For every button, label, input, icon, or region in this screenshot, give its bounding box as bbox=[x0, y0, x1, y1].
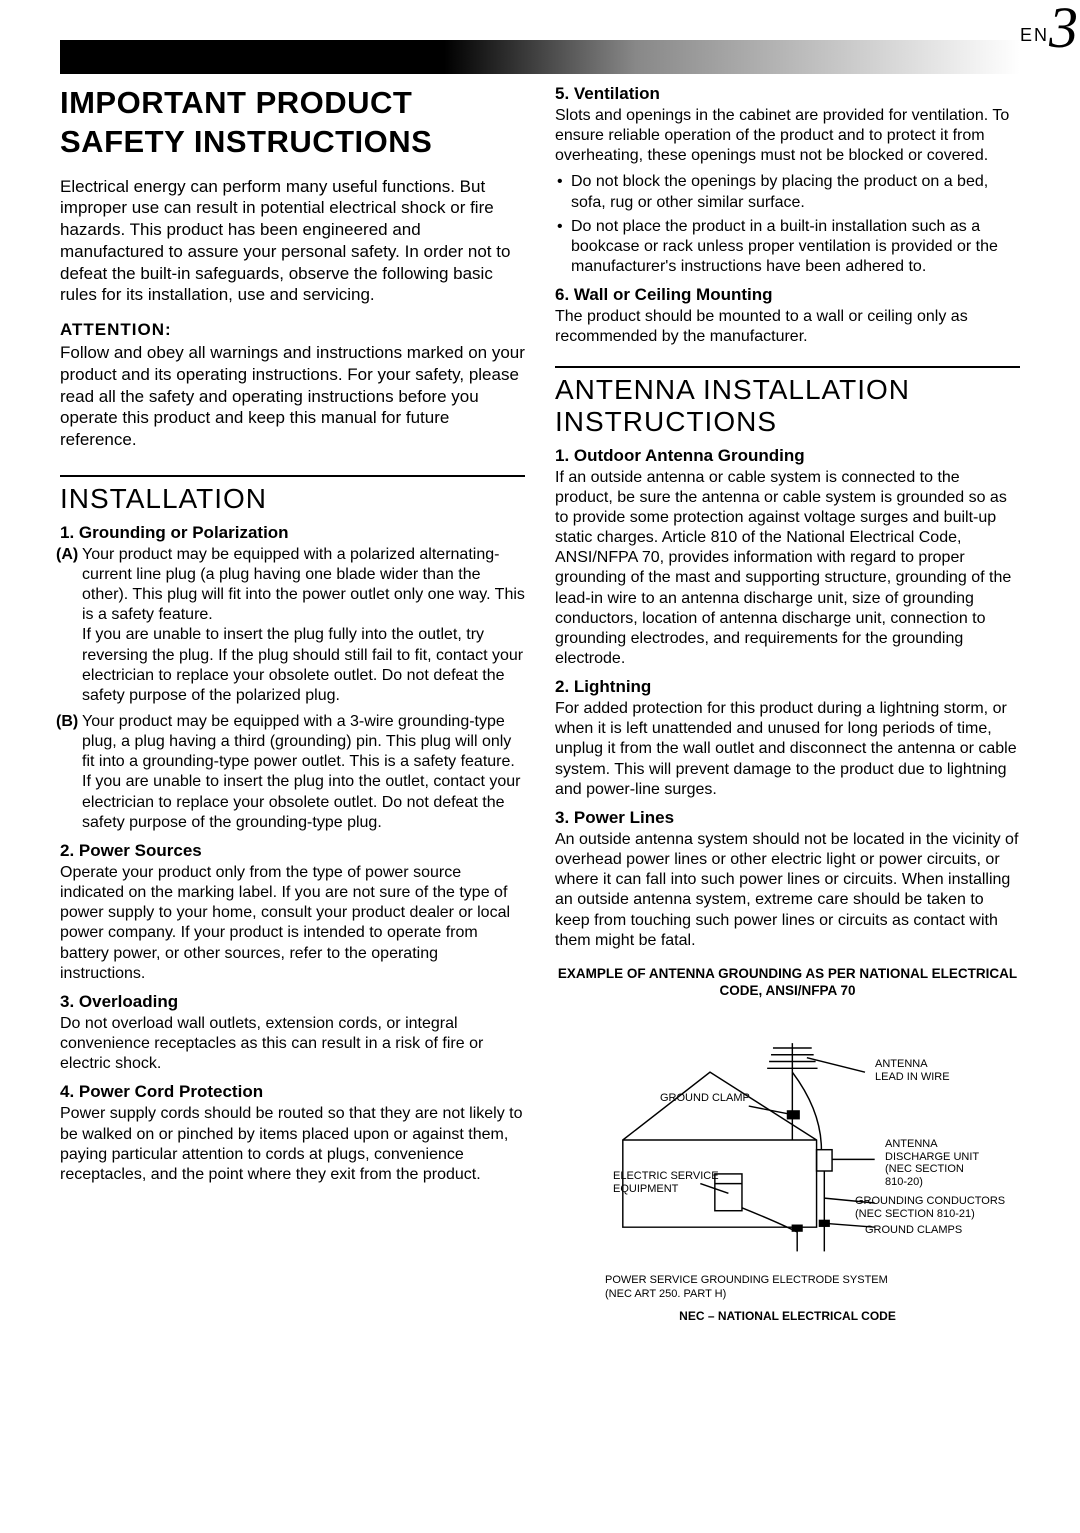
installation-heading: INSTALLATION bbox=[60, 483, 525, 515]
attention-heading: ATTENTION: bbox=[60, 320, 525, 340]
label-lead-in: ANTENNA LEAD IN WIRE bbox=[875, 1058, 950, 1083]
item-5-heading: 5. Ventilation bbox=[555, 84, 1020, 104]
antenna-2-body: For added protection for this product du… bbox=[555, 699, 1020, 800]
item-5-bullets: Do not block the openings by placing the… bbox=[571, 172, 1020, 277]
label-grounding-conductors: GROUNDING CONDUCTORS (NEC SECTION 810-21… bbox=[855, 1195, 1005, 1220]
antenna-1-heading: 1. Outdoor Antenna Grounding bbox=[555, 446, 1020, 466]
section-rule bbox=[60, 475, 525, 477]
diagram-graphic: ANTENNA LEAD IN WIRE GROUND CLAMP ANTENN… bbox=[555, 1010, 1020, 1270]
diagram-title: EXAMPLE OF ANTENNA GROUNDING AS PER NATI… bbox=[555, 965, 1020, 1000]
item-6-body: The product should be mounted to a wall … bbox=[555, 307, 1020, 347]
label-electric-service: ELECTRIC SERVICE EQUIPMENT bbox=[613, 1170, 719, 1195]
item-1a-p2: If you are unable to insert the plug ful… bbox=[82, 626, 523, 703]
right-column: 5. Ventilation Slots and openings in the… bbox=[555, 84, 1020, 1323]
item-4-heading: 4. Power Cord Protection bbox=[60, 1082, 525, 1102]
item-5-bullet-2: Do not place the product in a built-in i… bbox=[571, 217, 1020, 277]
page-number: EN3 bbox=[1020, 0, 1080, 61]
item-5-body: Slots and openings in the cabinet are pr… bbox=[555, 106, 1020, 166]
page-digit: 3 bbox=[1049, 0, 1080, 60]
item-1a-letter: (A) bbox=[56, 545, 78, 565]
item-3-heading: 3. Overloading bbox=[60, 992, 525, 1012]
label-ground-clamp: GROUND CLAMP bbox=[660, 1092, 750, 1105]
antenna-2-heading: 2. Lightning bbox=[555, 677, 1020, 697]
antenna-1-body: If an outside antenna or cable system is… bbox=[555, 468, 1020, 670]
left-column: IMPORTANT PRODUCT SAFETY INSTRUCTIONS El… bbox=[60, 84, 525, 1323]
content-columns: IMPORTANT PRODUCT SAFETY INSTRUCTIONS El… bbox=[60, 84, 1020, 1323]
antenna-diagram: EXAMPLE OF ANTENNA GROUNDING AS PER NATI… bbox=[555, 965, 1020, 1324]
header-bar bbox=[60, 40, 1020, 74]
item-3-body: Do not overload wall outlets, extension … bbox=[60, 1014, 525, 1074]
label-ground-clamps: GROUND CLAMPS bbox=[865, 1224, 962, 1237]
item-6-heading: 6. Wall or Ceiling Mounting bbox=[555, 285, 1020, 305]
lang-code: EN bbox=[1020, 25, 1049, 45]
item-5-bullet-1: Do not block the openings by placing the… bbox=[571, 172, 1020, 212]
antenna-3-heading: 3. Power Lines bbox=[555, 808, 1020, 828]
antenna-3-body: An outside antenna system should not be … bbox=[555, 830, 1020, 951]
item-1-sublist: (A) Your product may be equipped with a … bbox=[82, 545, 525, 833]
diagram-footer: NEC – NATIONAL ELECTRICAL CODE bbox=[555, 1309, 1020, 1323]
item-1b-letter: (B) bbox=[56, 712, 78, 732]
section-rule-2 bbox=[555, 366, 1020, 368]
item-2-body: Operate your product only from the type … bbox=[60, 863, 525, 984]
main-title: IMPORTANT PRODUCT SAFETY INSTRUCTIONS bbox=[60, 84, 525, 162]
label-discharge-unit: ANTENNA DISCHARGE UNIT (NEC SECTION 810-… bbox=[885, 1138, 979, 1189]
item-1-heading: 1. Grounding or Polarization bbox=[60, 523, 525, 543]
item-1a: (A) Your product may be equipped with a … bbox=[82, 545, 525, 706]
intro-text: Electrical energy can perform many usefu… bbox=[60, 176, 525, 307]
item-1b-p2: If you are unable to insert the plug int… bbox=[82, 773, 521, 830]
item-4-body: Power supply cords should be routed so t… bbox=[60, 1104, 525, 1185]
item-2-heading: 2. Power Sources bbox=[60, 841, 525, 861]
antenna-heading: ANTENNA INSTALLATION INSTRUCTIONS bbox=[555, 374, 1020, 438]
attention-body: Follow and obey all warnings and instruc… bbox=[60, 342, 525, 451]
diagram-caption: POWER SERVICE GROUNDING ELECTRODE SYSTEM… bbox=[605, 1274, 1020, 1302]
item-1a-p1: Your product may be equipped with a pola… bbox=[82, 546, 525, 623]
item-1b-p1: Your product may be equipped with a 3-wi… bbox=[82, 713, 515, 770]
item-1b: (B) Your product may be equipped with a … bbox=[82, 712, 525, 833]
